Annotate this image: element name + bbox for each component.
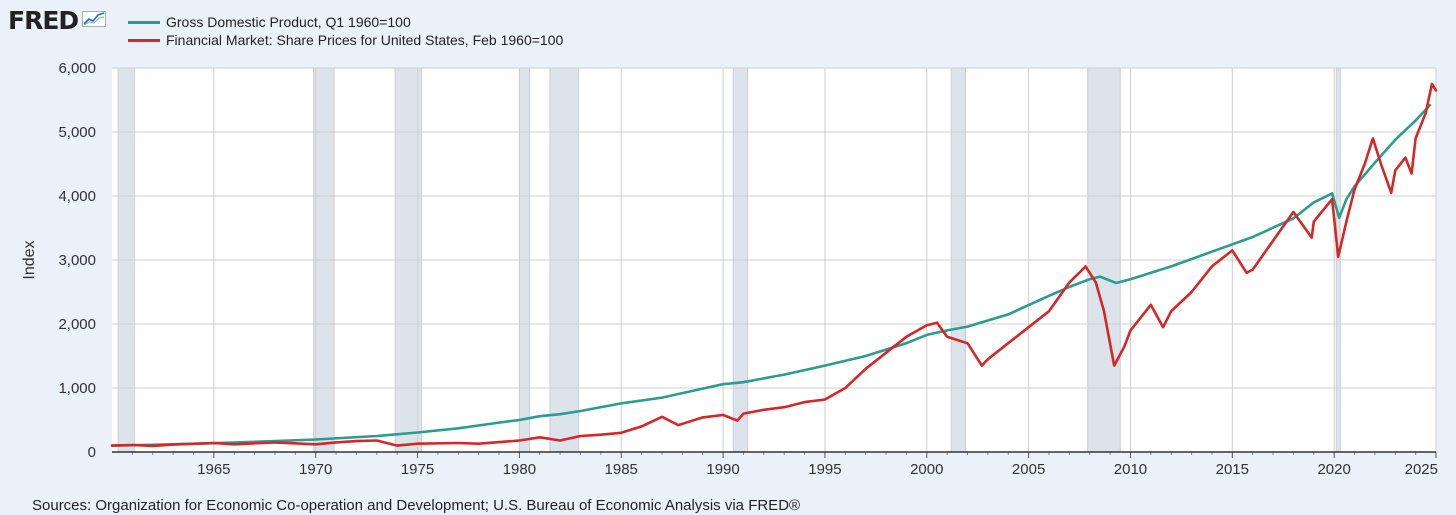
legend-label-shares: Financial Market: Share Prices for Unite… — [166, 32, 564, 48]
y-axis-label: Index — [21, 240, 38, 279]
x-tick-label: 1980 — [503, 461, 536, 478]
x-tick-label: 1985 — [605, 461, 638, 478]
legend-swatch-gdp — [128, 20, 160, 24]
y-tick-label: 2,000 — [58, 316, 96, 333]
series-lines — [110, 82, 1438, 448]
y-tick-label: 0 — [88, 444, 96, 461]
x-tick-label: 2025 — [1405, 461, 1438, 478]
x-tick-label: 2010 — [1114, 461, 1147, 478]
fred-logo[interactable]: FRED — [8, 6, 107, 35]
y-tick-label: 1,000 — [58, 380, 96, 397]
series-line-gdp[interactable] — [110, 103, 1432, 447]
x-tick-label: 2000 — [910, 461, 943, 478]
chart-legend: Gross Domestic Product, Q1 1960=100 Fina… — [128, 13, 563, 49]
legend-item-shares[interactable]: Financial Market: Share Prices for Unite… — [128, 31, 563, 49]
x-tick-label: 1965 — [197, 461, 230, 478]
x-tick-label: 2015 — [1216, 461, 1249, 478]
fred-logo-text: FRED — [8, 6, 79, 35]
axes: 0 1,000 2,000 3,000 4,000 5,000 6,000 1965 1970 1… — [58, 60, 1438, 478]
legend-label-gdp: Gross Domestic Product, Q1 1960=100 — [166, 14, 411, 30]
legend-swatch-shares — [128, 38, 160, 42]
y-tick-label: 5,000 — [58, 124, 96, 141]
gridlines — [112, 67, 1437, 453]
x-tick-label: 1995 — [808, 461, 841, 478]
legend-item-gdp[interactable]: Gross Domestic Product, Q1 1960=100 — [128, 13, 563, 31]
x-tick-label: 1970 — [299, 461, 332, 478]
line-chart-icon — [82, 11, 107, 32]
series-line-share-prices[interactable] — [110, 82, 1438, 448]
x-tick-label: 2005 — [1012, 461, 1045, 478]
sources-note: Sources: Organization for Economic Co-op… — [32, 497, 801, 514]
y-tick-label: 4,000 — [58, 188, 96, 205]
y-tick-label: 3,000 — [58, 252, 96, 269]
x-tick-label: 1990 — [706, 461, 739, 478]
y-tick-label: 6,000 — [58, 60, 96, 77]
line-chart[interactable]: 0 1,000 2,000 3,000 4,000 5,000 6,000 1965 1970 1… — [0, 0, 1456, 490]
x-tick-label: 2020 — [1317, 461, 1350, 478]
x-tick-label: 1975 — [401, 461, 434, 478]
